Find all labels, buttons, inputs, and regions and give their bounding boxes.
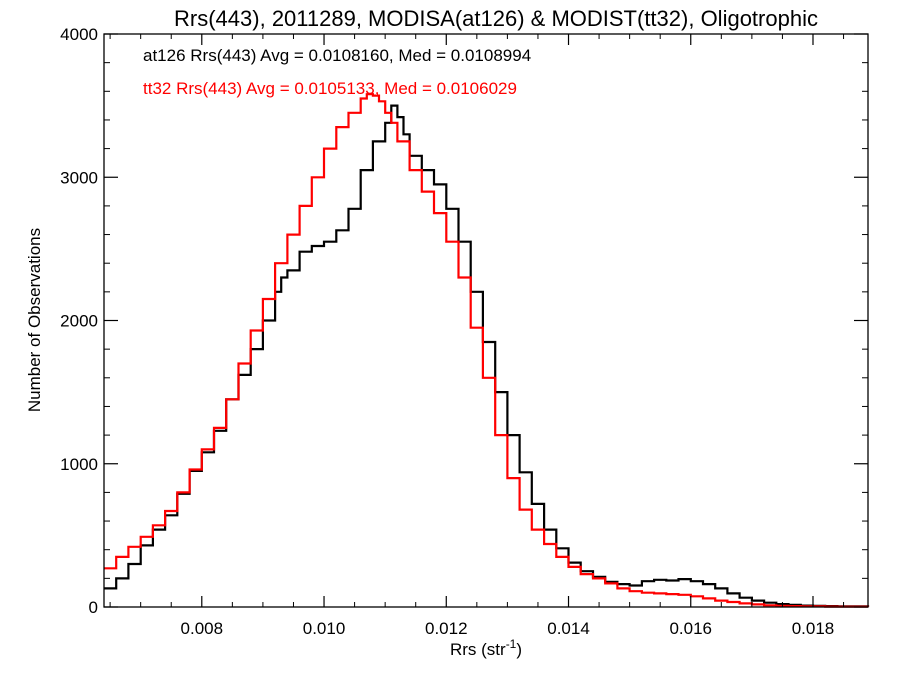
- x-tick-label: 0.016: [669, 619, 712, 638]
- legend-entry-tt32: tt32 Rrs(443) Avg = 0.0105133, Med = 0.0…: [143, 79, 517, 98]
- plot-area: 0.008 0.010 0.012 0.014 0.016 0.018 0 1000 2000 3…: [60, 25, 870, 638]
- x-axis-label-main: Rrs (str: [450, 640, 506, 659]
- plot-frame: [103, 33, 869, 608]
- y-tick-label: 1000: [60, 455, 98, 474]
- y-tick-label: 2000: [60, 312, 98, 331]
- x-tick-label: 0.014: [547, 619, 590, 638]
- legend-entry-at126: at126 Rrs(443) Avg = 0.0108160, Med = 0.…: [143, 46, 531, 65]
- x-tick-label: 0.012: [425, 619, 468, 638]
- y-tick-label: 3000: [60, 168, 98, 187]
- y-axis-label: Number of Observations: [25, 228, 44, 412]
- y-tick-label: 4000: [60, 25, 98, 44]
- series-line-at126: [104, 104, 870, 608]
- x-tick-label: 0.010: [303, 619, 346, 638]
- x-axis-label-superscript: -1: [506, 637, 517, 651]
- x-axis-label: Rrs (str-1): [450, 637, 522, 659]
- x-tick-label: 0.008: [181, 619, 224, 638]
- series-line-tt32: [104, 93, 870, 608]
- x-tick-label: 0.018: [792, 619, 835, 638]
- chart-title: Rrs(443), 2011289, MODISA(at126) & MODIS…: [174, 6, 818, 31]
- y-tick-label: 0: [89, 598, 98, 617]
- x-axis-label-close: ): [516, 640, 522, 659]
